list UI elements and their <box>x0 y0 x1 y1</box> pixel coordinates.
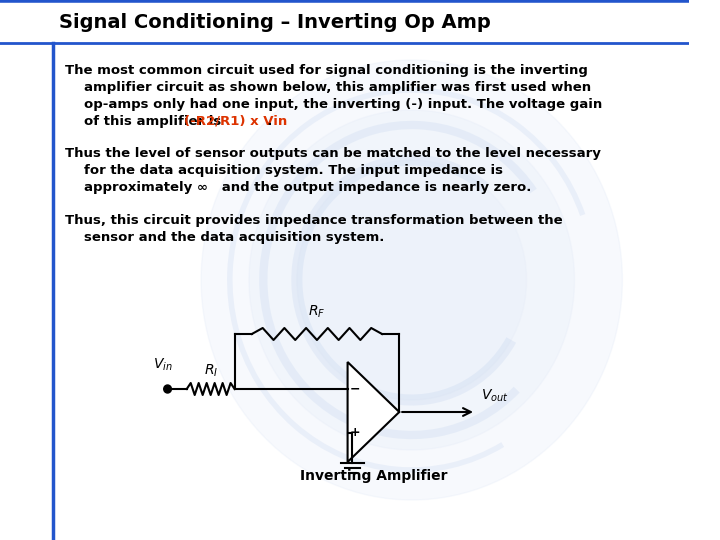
Text: Thus, this circuit provides impedance transformation between the: Thus, this circuit provides impedance tr… <box>65 214 563 227</box>
Text: −: − <box>350 382 361 395</box>
Text: Thus the level of sensor outputs can be matched to the level necessary: Thus the level of sensor outputs can be … <box>65 147 601 160</box>
Text: Inverting Amplifier: Inverting Amplifier <box>300 469 447 483</box>
Text: $V_{out}$: $V_{out}$ <box>481 388 508 404</box>
Text: .: . <box>258 115 272 128</box>
Text: op-amps only had one input, the inverting (-) input. The voltage gain: op-amps only had one input, the invertin… <box>84 98 603 111</box>
Text: approximately ∞   and the output impedance is nearly zero.: approximately ∞ and the output impedance… <box>84 181 531 194</box>
Text: $R_I$: $R_I$ <box>204 362 217 379</box>
Text: sensor and the data acquisition system.: sensor and the data acquisition system. <box>84 231 384 244</box>
Text: (-R2/R1) x Vin: (-R2/R1) x Vin <box>184 115 287 128</box>
Text: $R_F$: $R_F$ <box>308 303 325 320</box>
Polygon shape <box>348 362 400 462</box>
Text: Signal Conditioning – Inverting Op Amp: Signal Conditioning – Inverting Op Amp <box>59 12 491 31</box>
Circle shape <box>297 160 526 400</box>
Text: $V_{in}$: $V_{in}$ <box>153 356 173 373</box>
Circle shape <box>201 60 622 500</box>
Text: amplifier circuit as shown below, this amplifier was first used when: amplifier circuit as shown below, this a… <box>84 81 591 94</box>
Text: of this amplifier is: of this amplifier is <box>84 115 226 128</box>
Circle shape <box>249 110 575 450</box>
Text: for the data acquisition system. The input impedance is: for the data acquisition system. The inp… <box>84 164 503 177</box>
Circle shape <box>163 385 171 393</box>
Text: +: + <box>350 427 361 440</box>
Text: The most common circuit used for signal conditioning is the inverting: The most common circuit used for signal … <box>65 64 588 77</box>
